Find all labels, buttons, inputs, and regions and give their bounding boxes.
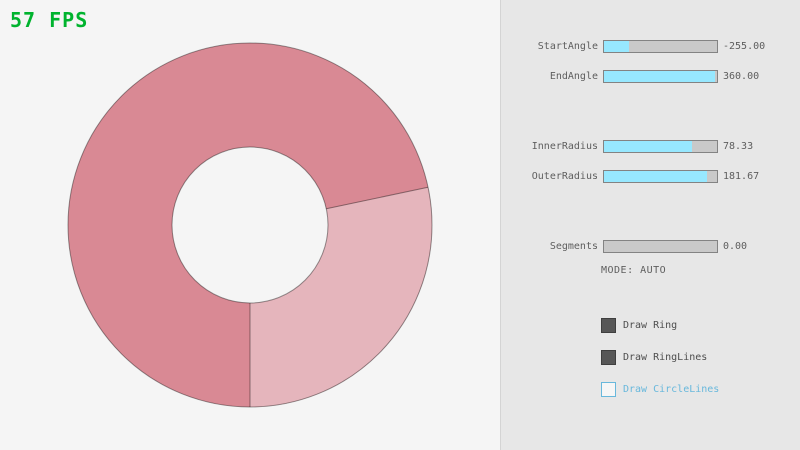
- slider-row-outerradius: OuterRadius 181.67: [501, 170, 800, 183]
- slider-label-innerradius: InnerRadius: [531, 141, 598, 152]
- checkbox-box-draw-circlelines[interactable]: [601, 382, 616, 397]
- slider-row-endangle: EndAngle 360.00: [501, 70, 800, 83]
- slider-value-outerradius: 181.67: [723, 171, 760, 182]
- ring-chart: [67, 42, 433, 408]
- slider-row-innerradius: InnerRadius 78.33: [501, 140, 800, 153]
- slider-fill-innerradius: [604, 141, 693, 152]
- slider-label-endangle: EndAngle: [549, 71, 598, 82]
- checkbox-label-draw-circlelines: Draw CircleLines: [623, 384, 720, 395]
- mode-label: MODE: AUTO: [601, 265, 667, 276]
- slider-row-segments: Segments 0.00: [501, 240, 800, 253]
- slider-endangle[interactable]: [603, 70, 718, 83]
- slider-value-segments: 0.00: [723, 241, 748, 252]
- slider-label-outerradius: OuterRadius: [531, 171, 598, 182]
- slider-row-startangle: StartAngle -255.00: [501, 40, 800, 53]
- control-panel: StartAngle -255.00 EndAngle 360.00 Inner…: [500, 0, 800, 450]
- ring-radial-line-right: [326, 186, 429, 210]
- slider-value-endangle: 360.00: [723, 71, 760, 82]
- slider-fill-startangle: [604, 41, 629, 52]
- checkbox-box-draw-ring[interactable]: [601, 318, 616, 333]
- slider-innerradius[interactable]: [603, 140, 718, 153]
- slider-fill-endangle: [604, 71, 715, 82]
- ring-lines: [67, 42, 433, 408]
- checkbox-draw-ring[interactable]: Draw Ring: [601, 318, 800, 333]
- slider-fill-outerradius: [604, 171, 707, 182]
- checkbox-draw-ringlines[interactable]: Draw RingLines: [601, 350, 800, 365]
- slider-outerradius[interactable]: [603, 170, 718, 183]
- fps-counter: 57 FPS: [10, 8, 89, 32]
- slider-value-innerradius: 78.33: [723, 141, 754, 152]
- checkbox-box-draw-ringlines[interactable]: [601, 350, 616, 365]
- ring-inner-line: [171, 146, 329, 304]
- ring-hole: [172, 147, 328, 303]
- checkbox-label-draw-ring: Draw Ring: [623, 320, 678, 331]
- slider-startangle[interactable]: [603, 40, 718, 53]
- ring-outer-line: [67, 42, 433, 408]
- slider-label-startangle: StartAngle: [537, 41, 598, 52]
- checkbox-draw-circlelines[interactable]: Draw CircleLines: [601, 382, 800, 397]
- checkbox-label-draw-ringlines: Draw RingLines: [623, 352, 708, 363]
- slider-value-startangle: -255.00: [723, 41, 766, 52]
- slider-label-segments: Segments: [549, 241, 598, 252]
- slider-segments[interactable]: [603, 240, 718, 253]
